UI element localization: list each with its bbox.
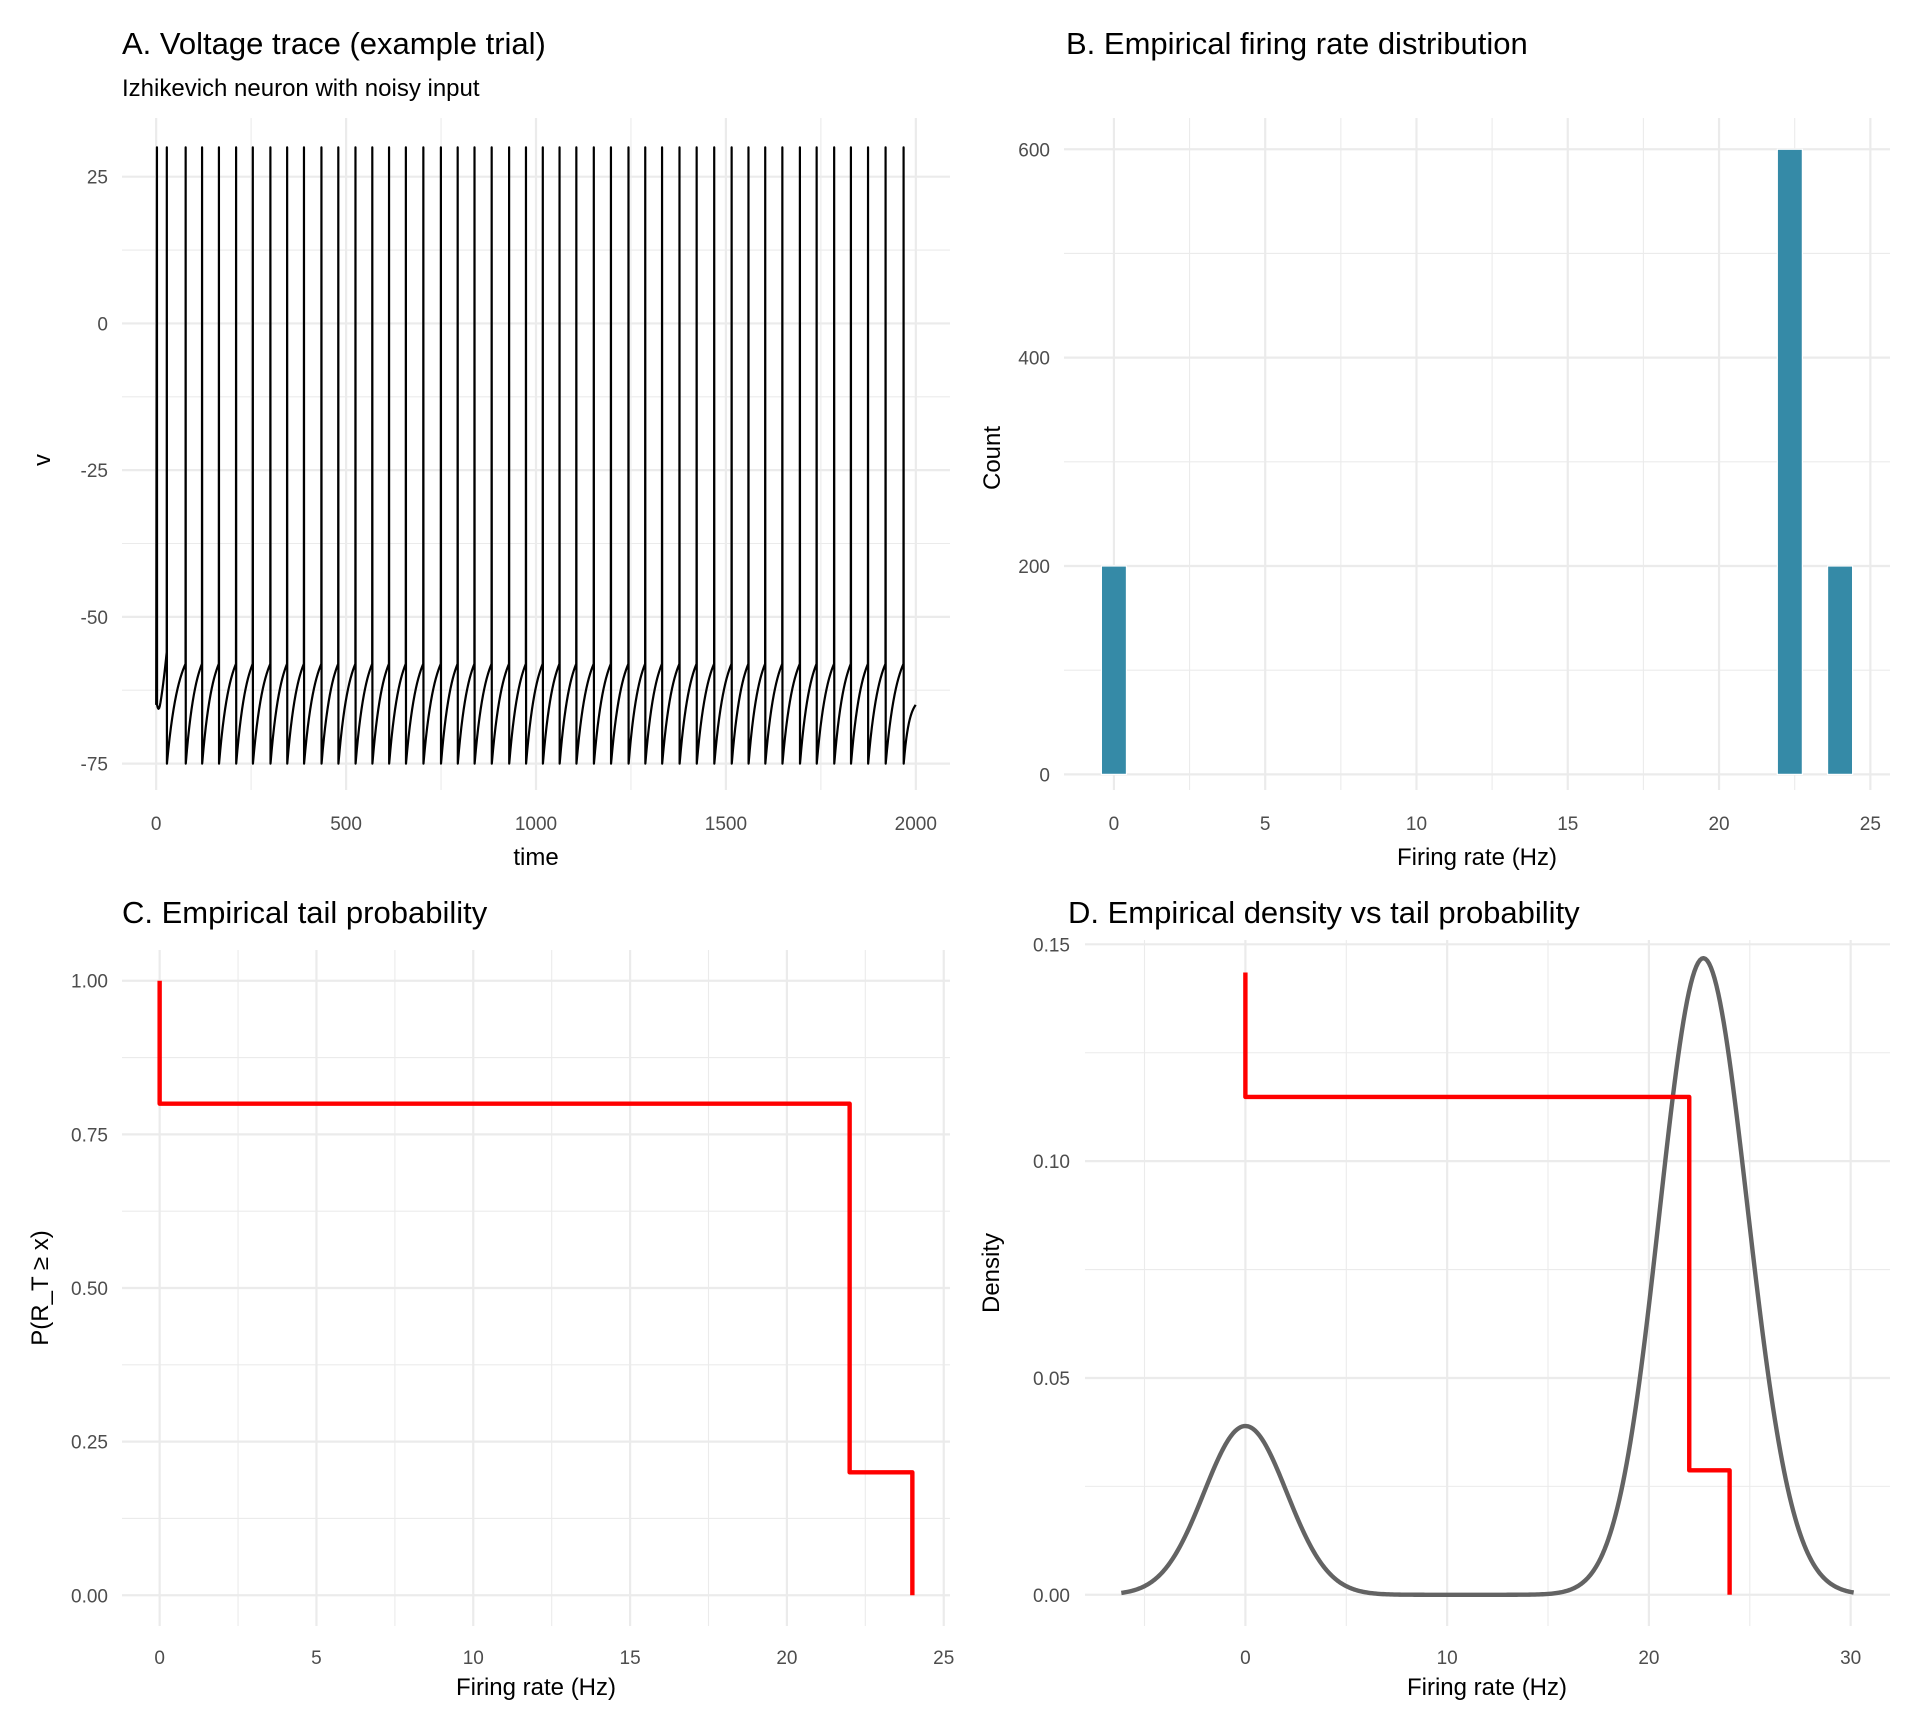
x-tick-label: 25: [1860, 814, 1881, 835]
y-tick-label: 400: [1018, 349, 1050, 370]
panel-d-density-vs-tail: D. Empirical density vs tail probability…: [978, 895, 1890, 1701]
panel-b-histogram: B. Empirical firing rate distribution 0 5…: [979, 26, 1890, 871]
y-tick-label: 0: [97, 314, 108, 335]
y-tick-label: 0.05: [1033, 1369, 1070, 1390]
panel-a-title: A. Voltage trace (example trial): [122, 26, 546, 61]
panel-a-y-label: v: [29, 454, 56, 466]
y-tick-label: 0.00: [1033, 1586, 1070, 1607]
density-curve: [1120, 955, 1855, 1597]
panel-a-x-ticks: 0 500 1000 1500 2000: [151, 814, 937, 835]
panel-c-y-label: P(R_T ≥ x): [27, 1230, 54, 1345]
x-tick-label: 0: [151, 814, 162, 835]
y-tick-label: 25: [87, 168, 108, 189]
panel-c-tail-probability: C. Empirical tail probability 0 5 10 15 20 25…: [27, 895, 954, 1701]
x-tick-label: 20: [1708, 814, 1729, 835]
panel-c-x-label: Firing rate (Hz): [456, 1674, 616, 1701]
x-tick-label: 10: [1406, 814, 1427, 835]
panel-a-voltage-trace: A. Voltage trace (example trial) Izhikev…: [29, 26, 950, 871]
histogram-bar: [1776, 148, 1803, 775]
panel-c-title: C. Empirical tail probability: [122, 895, 488, 930]
x-tick-label: 1000: [515, 814, 557, 835]
y-tick-label: -75: [81, 755, 108, 776]
y-tick-label: 1.00: [71, 972, 108, 993]
panel-b-marks: [1100, 148, 1854, 775]
panel-b-y-label: Count: [979, 426, 1006, 490]
panel-c-y-ticks: 0.00 0.25 0.50 0.75 1.00: [71, 972, 108, 1608]
panel-b-title: B. Empirical firing rate distribution: [1066, 26, 1528, 61]
panel-d-x-ticks: 0 10 20 30: [1240, 1648, 1861, 1669]
panel-d-marks: [1120, 955, 1855, 1597]
x-tick-label: 0: [154, 1648, 165, 1669]
panel-a-subtitle: Izhikevich neuron with noisy input: [122, 75, 480, 102]
y-tick-label: 0.25: [71, 1433, 108, 1454]
panel-b-x-label: Firing rate (Hz): [1397, 844, 1557, 871]
histogram-bar: [1826, 565, 1854, 775]
x-tick-label: 15: [620, 1648, 641, 1669]
y-tick-label: 0: [1039, 765, 1050, 786]
x-tick-label: 20: [776, 1648, 797, 1669]
voltage-trace-line: [155, 146, 917, 765]
x-tick-label: 5: [1260, 814, 1271, 835]
panel-d-grid: [1085, 940, 1890, 1626]
x-tick-label: 5: [311, 1648, 322, 1669]
histogram-bar: [1100, 565, 1128, 775]
panel-d-title: D. Empirical density vs tail probability: [1068, 895, 1580, 930]
x-tick-label: 0: [1109, 814, 1120, 835]
panel-d-y-ticks: 0.00 0.05 0.10 0.15: [1033, 935, 1070, 1606]
panel-c-grid: [122, 950, 950, 1626]
y-tick-label: 0.15: [1033, 935, 1070, 956]
y-tick-label: 600: [1018, 140, 1050, 161]
scaled-tail-probability-line: [1243, 972, 1732, 1595]
panel-c-marks: [157, 980, 915, 1596]
y-tick-label: 0.50: [71, 1279, 108, 1300]
x-tick-label: 25: [933, 1648, 954, 1669]
y-tick-label: 200: [1018, 557, 1050, 578]
panel-a-y-ticks: -75 -50 -25 0 25: [81, 168, 108, 776]
panel-a-x-label: time: [513, 844, 558, 871]
panel-b-grid: [1064, 118, 1890, 790]
x-tick-label: 15: [1557, 814, 1578, 835]
y-tick-label: -50: [81, 608, 108, 629]
x-tick-label: 1500: [705, 814, 747, 835]
panel-b-y-ticks: 0 200 400 600: [1018, 140, 1050, 786]
y-tick-label: -25: [81, 461, 108, 482]
tail-probability-step-line: [157, 980, 915, 1596]
panel-d-x-label: Firing rate (Hz): [1407, 1674, 1567, 1701]
y-tick-label: 0.10: [1033, 1152, 1070, 1173]
x-tick-label: 10: [463, 1648, 484, 1669]
panel-a-marks: [155, 146, 917, 765]
x-tick-label: 30: [1840, 1648, 1861, 1669]
y-tick-label: 0.00: [71, 1586, 108, 1607]
panel-c-x-ticks: 0 5 10 15 20 25: [154, 1648, 954, 1669]
x-tick-label: 20: [1638, 1648, 1659, 1669]
panel-a-grid: [122, 118, 950, 790]
panel-d-y-label: Density: [978, 1233, 1005, 1313]
x-tick-label: 500: [330, 814, 362, 835]
y-tick-label: 0.75: [71, 1125, 108, 1146]
x-tick-label: 2000: [895, 814, 937, 835]
x-tick-label: 0: [1240, 1648, 1251, 1669]
x-tick-label: 10: [1437, 1648, 1458, 1669]
panel-b-x-ticks: 0 5 10 15 20 25: [1109, 814, 1881, 835]
